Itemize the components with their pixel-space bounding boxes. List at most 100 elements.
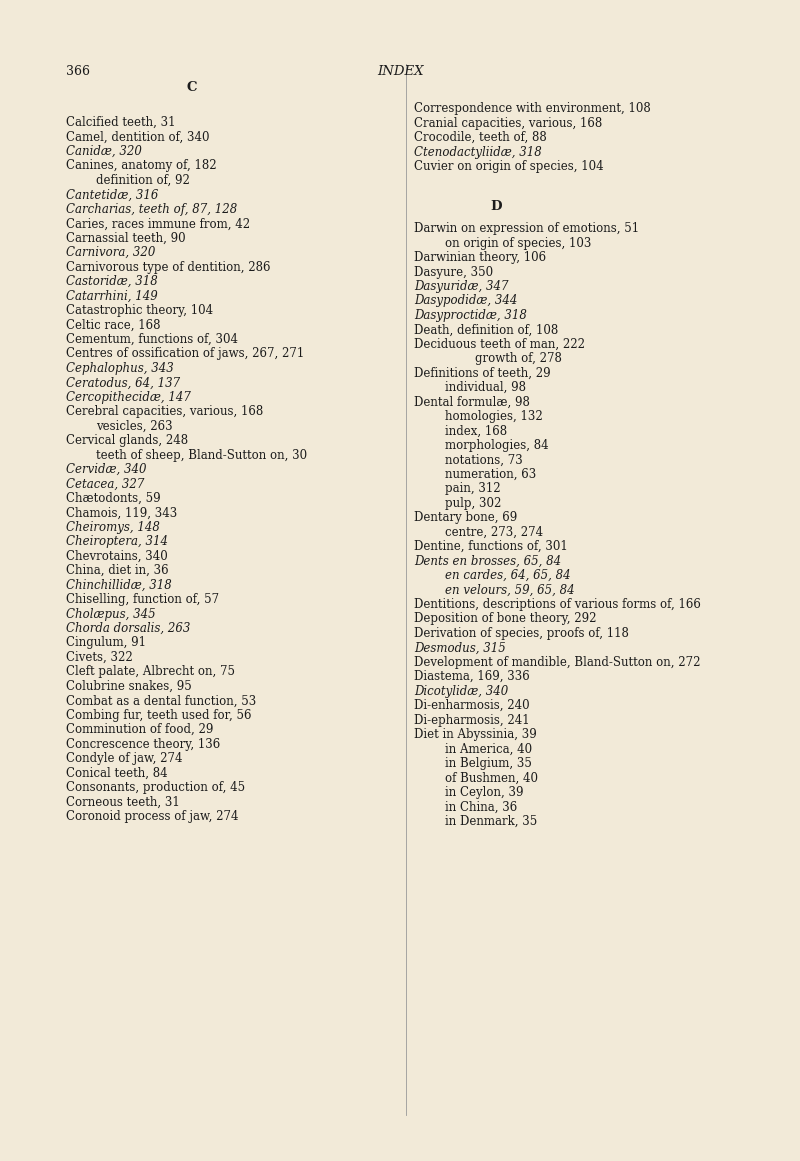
Text: Cementum, functions of, 304: Cementum, functions of, 304 (66, 333, 238, 346)
Text: individual, 98: individual, 98 (445, 381, 526, 394)
Text: Definitions of teeth, 29: Definitions of teeth, 29 (414, 367, 551, 380)
Text: Cholæpus, 345: Cholæpus, 345 (66, 607, 155, 620)
Text: Correspondence with environment, 108: Correspondence with environment, 108 (414, 102, 651, 115)
Text: Death, definition of, 108: Death, definition of, 108 (414, 323, 558, 337)
Text: Cerebral capacities, various, 168: Cerebral capacities, various, 168 (66, 405, 263, 418)
Text: morphologies, 84: morphologies, 84 (445, 439, 549, 452)
Text: Chorda dorsalis, 263: Chorda dorsalis, 263 (66, 622, 190, 635)
Text: Camel, dentition of, 340: Camel, dentition of, 340 (66, 130, 209, 144)
Text: Chætodonts, 59: Chætodonts, 59 (66, 492, 160, 505)
Text: Chamois, 119, 343: Chamois, 119, 343 (66, 506, 177, 519)
Text: Darwin on expression of emotions, 51: Darwin on expression of emotions, 51 (414, 222, 639, 236)
Text: Cheiromys, 148: Cheiromys, 148 (66, 521, 159, 534)
Text: Deciduous teeth of man, 222: Deciduous teeth of man, 222 (414, 338, 586, 351)
Text: Corneous teeth, 31: Corneous teeth, 31 (66, 795, 179, 808)
Text: Cercopithecidæ, 147: Cercopithecidæ, 147 (66, 391, 190, 404)
Text: Chevrotains, 340: Chevrotains, 340 (66, 549, 167, 563)
Text: Dasypodidæ, 344: Dasypodidæ, 344 (414, 295, 518, 308)
Text: Consonants, production of, 45: Consonants, production of, 45 (66, 781, 245, 794)
Text: Dents en brosses, 65, 84: Dents en brosses, 65, 84 (414, 555, 562, 568)
Text: Catarrhini, 149: Catarrhini, 149 (66, 289, 158, 303)
Text: definition of, 92: definition of, 92 (96, 174, 190, 187)
Text: Diastema, 169, 336: Diastema, 169, 336 (414, 670, 530, 683)
Text: Cantetidæ, 316: Cantetidæ, 316 (66, 188, 158, 201)
Text: Celtic race, 168: Celtic race, 168 (66, 318, 160, 331)
Text: Carnassial teeth, 90: Carnassial teeth, 90 (66, 232, 186, 245)
Text: Canines, anatomy of, 182: Canines, anatomy of, 182 (66, 159, 216, 173)
Text: Deposition of bone theory, 292: Deposition of bone theory, 292 (414, 612, 597, 626)
Text: Castoridæ, 318: Castoridæ, 318 (66, 275, 158, 288)
Text: Cranial capacities, various, 168: Cranial capacities, various, 168 (414, 116, 602, 130)
Text: Dentitions, descriptions of various forms of, 166: Dentitions, descriptions of various form… (414, 598, 702, 611)
Text: Ceratodus, 64, 137: Ceratodus, 64, 137 (66, 376, 180, 389)
Text: Cervidæ, 340: Cervidæ, 340 (66, 463, 146, 476)
Text: Cheiroptera, 314: Cheiroptera, 314 (66, 535, 168, 548)
Text: Comminution of food, 29: Comminution of food, 29 (66, 723, 213, 736)
Text: Carnivorous type of dentition, 286: Carnivorous type of dentition, 286 (66, 260, 270, 274)
Text: Crocodile, teeth of, 88: Crocodile, teeth of, 88 (414, 131, 547, 144)
Text: INDEX: INDEX (377, 65, 423, 78)
Text: growth of, 278: growth of, 278 (475, 352, 562, 366)
Text: Diet in Abyssinia, 39: Diet in Abyssinia, 39 (414, 728, 537, 741)
Text: of Bushmen, 40: of Bushmen, 40 (445, 771, 538, 785)
Text: Conical teeth, 84: Conical teeth, 84 (66, 766, 167, 779)
Text: in Belgium, 35: in Belgium, 35 (445, 757, 532, 770)
Text: China, diet in, 36: China, diet in, 36 (66, 564, 168, 577)
Text: vesicles, 263: vesicles, 263 (96, 419, 173, 433)
Text: en cardes, 64, 65, 84: en cardes, 64, 65, 84 (445, 569, 570, 582)
Text: Cervical glands, 248: Cervical glands, 248 (66, 434, 188, 447)
Text: teeth of sheep, Bland-Sutton on, 30: teeth of sheep, Bland-Sutton on, 30 (96, 448, 307, 462)
Text: centre, 273, 274: centre, 273, 274 (445, 526, 543, 539)
Text: Civets, 322: Civets, 322 (66, 651, 132, 664)
Text: Chinchillidæ, 318: Chinchillidæ, 318 (66, 578, 171, 592)
Text: notations, 73: notations, 73 (445, 454, 522, 467)
Text: C: C (186, 81, 198, 94)
Text: Di-epharmosis, 241: Di-epharmosis, 241 (414, 714, 530, 727)
Text: Di-enharmosis, 240: Di-enharmosis, 240 (414, 699, 530, 712)
Text: Colubrine snakes, 95: Colubrine snakes, 95 (66, 680, 191, 693)
Text: en velours, 59, 65, 84: en velours, 59, 65, 84 (445, 584, 574, 597)
Text: Carnivora, 320: Carnivora, 320 (66, 246, 155, 259)
Text: Carcharias, teeth of, 87, 128: Carcharias, teeth of, 87, 128 (66, 203, 237, 216)
Text: Cingulum, 91: Cingulum, 91 (66, 636, 146, 649)
Text: Dasyproctidæ, 318: Dasyproctidæ, 318 (414, 309, 527, 322)
Text: D: D (490, 201, 502, 214)
Text: Chiselling, function of, 57: Chiselling, function of, 57 (66, 593, 218, 606)
Text: 366: 366 (66, 65, 90, 78)
Text: Derivation of species, proofs of, 118: Derivation of species, proofs of, 118 (414, 627, 630, 640)
Text: pain, 312: pain, 312 (445, 482, 501, 496)
Text: in Denmark, 35: in Denmark, 35 (445, 815, 537, 828)
Text: homologies, 132: homologies, 132 (445, 410, 542, 423)
Text: Catastrophic theory, 104: Catastrophic theory, 104 (66, 304, 213, 317)
Text: numeration, 63: numeration, 63 (445, 468, 536, 481)
Text: Condyle of jaw, 274: Condyle of jaw, 274 (66, 752, 182, 765)
Text: Dasyuridæ, 347: Dasyuridæ, 347 (414, 280, 509, 293)
Text: Dentary bone, 69: Dentary bone, 69 (414, 511, 518, 525)
Text: on origin of species, 103: on origin of species, 103 (445, 237, 591, 250)
Text: Coronoid process of jaw, 274: Coronoid process of jaw, 274 (66, 810, 238, 823)
Text: Dasyure, 350: Dasyure, 350 (414, 266, 494, 279)
Text: Development of mandible, Bland-Sutton on, 272: Development of mandible, Bland-Sutton on… (414, 656, 701, 669)
Text: index, 168: index, 168 (445, 425, 507, 438)
Text: in Ceylon, 39: in Ceylon, 39 (445, 786, 523, 799)
Text: Darwinian theory, 106: Darwinian theory, 106 (414, 251, 546, 264)
Text: Dental formulæ, 98: Dental formulæ, 98 (414, 396, 530, 409)
Text: Cephalophus, 343: Cephalophus, 343 (66, 362, 174, 375)
Text: Combing fur, teeth used for, 56: Combing fur, teeth used for, 56 (66, 708, 251, 722)
Text: pulp, 302: pulp, 302 (445, 497, 501, 510)
Text: Ctenodactyliidæ, 318: Ctenodactyliidæ, 318 (414, 145, 542, 159)
Text: Canidæ, 320: Canidæ, 320 (66, 145, 142, 158)
Text: in China, 36: in China, 36 (445, 800, 517, 814)
Text: Calcified teeth, 31: Calcified teeth, 31 (66, 116, 175, 129)
Text: Desmodus, 315: Desmodus, 315 (414, 641, 506, 655)
Text: Centres of ossification of jaws, 267, 271: Centres of ossification of jaws, 267, 27… (66, 347, 304, 360)
Text: Cetacea, 327: Cetacea, 327 (66, 477, 144, 490)
Text: Caries, races immune from, 42: Caries, races immune from, 42 (66, 217, 250, 230)
Text: Concrescence theory, 136: Concrescence theory, 136 (66, 737, 220, 751)
Text: in America, 40: in America, 40 (445, 743, 532, 756)
Text: Dentine, functions of, 301: Dentine, functions of, 301 (414, 540, 568, 553)
Text: Cleft palate, Albrecht on, 75: Cleft palate, Albrecht on, 75 (66, 665, 234, 678)
Text: Combat as a dental function, 53: Combat as a dental function, 53 (66, 694, 256, 707)
Text: Dicotylidæ, 340: Dicotylidæ, 340 (414, 685, 509, 698)
Text: Cuvier on origin of species, 104: Cuvier on origin of species, 104 (414, 160, 604, 173)
